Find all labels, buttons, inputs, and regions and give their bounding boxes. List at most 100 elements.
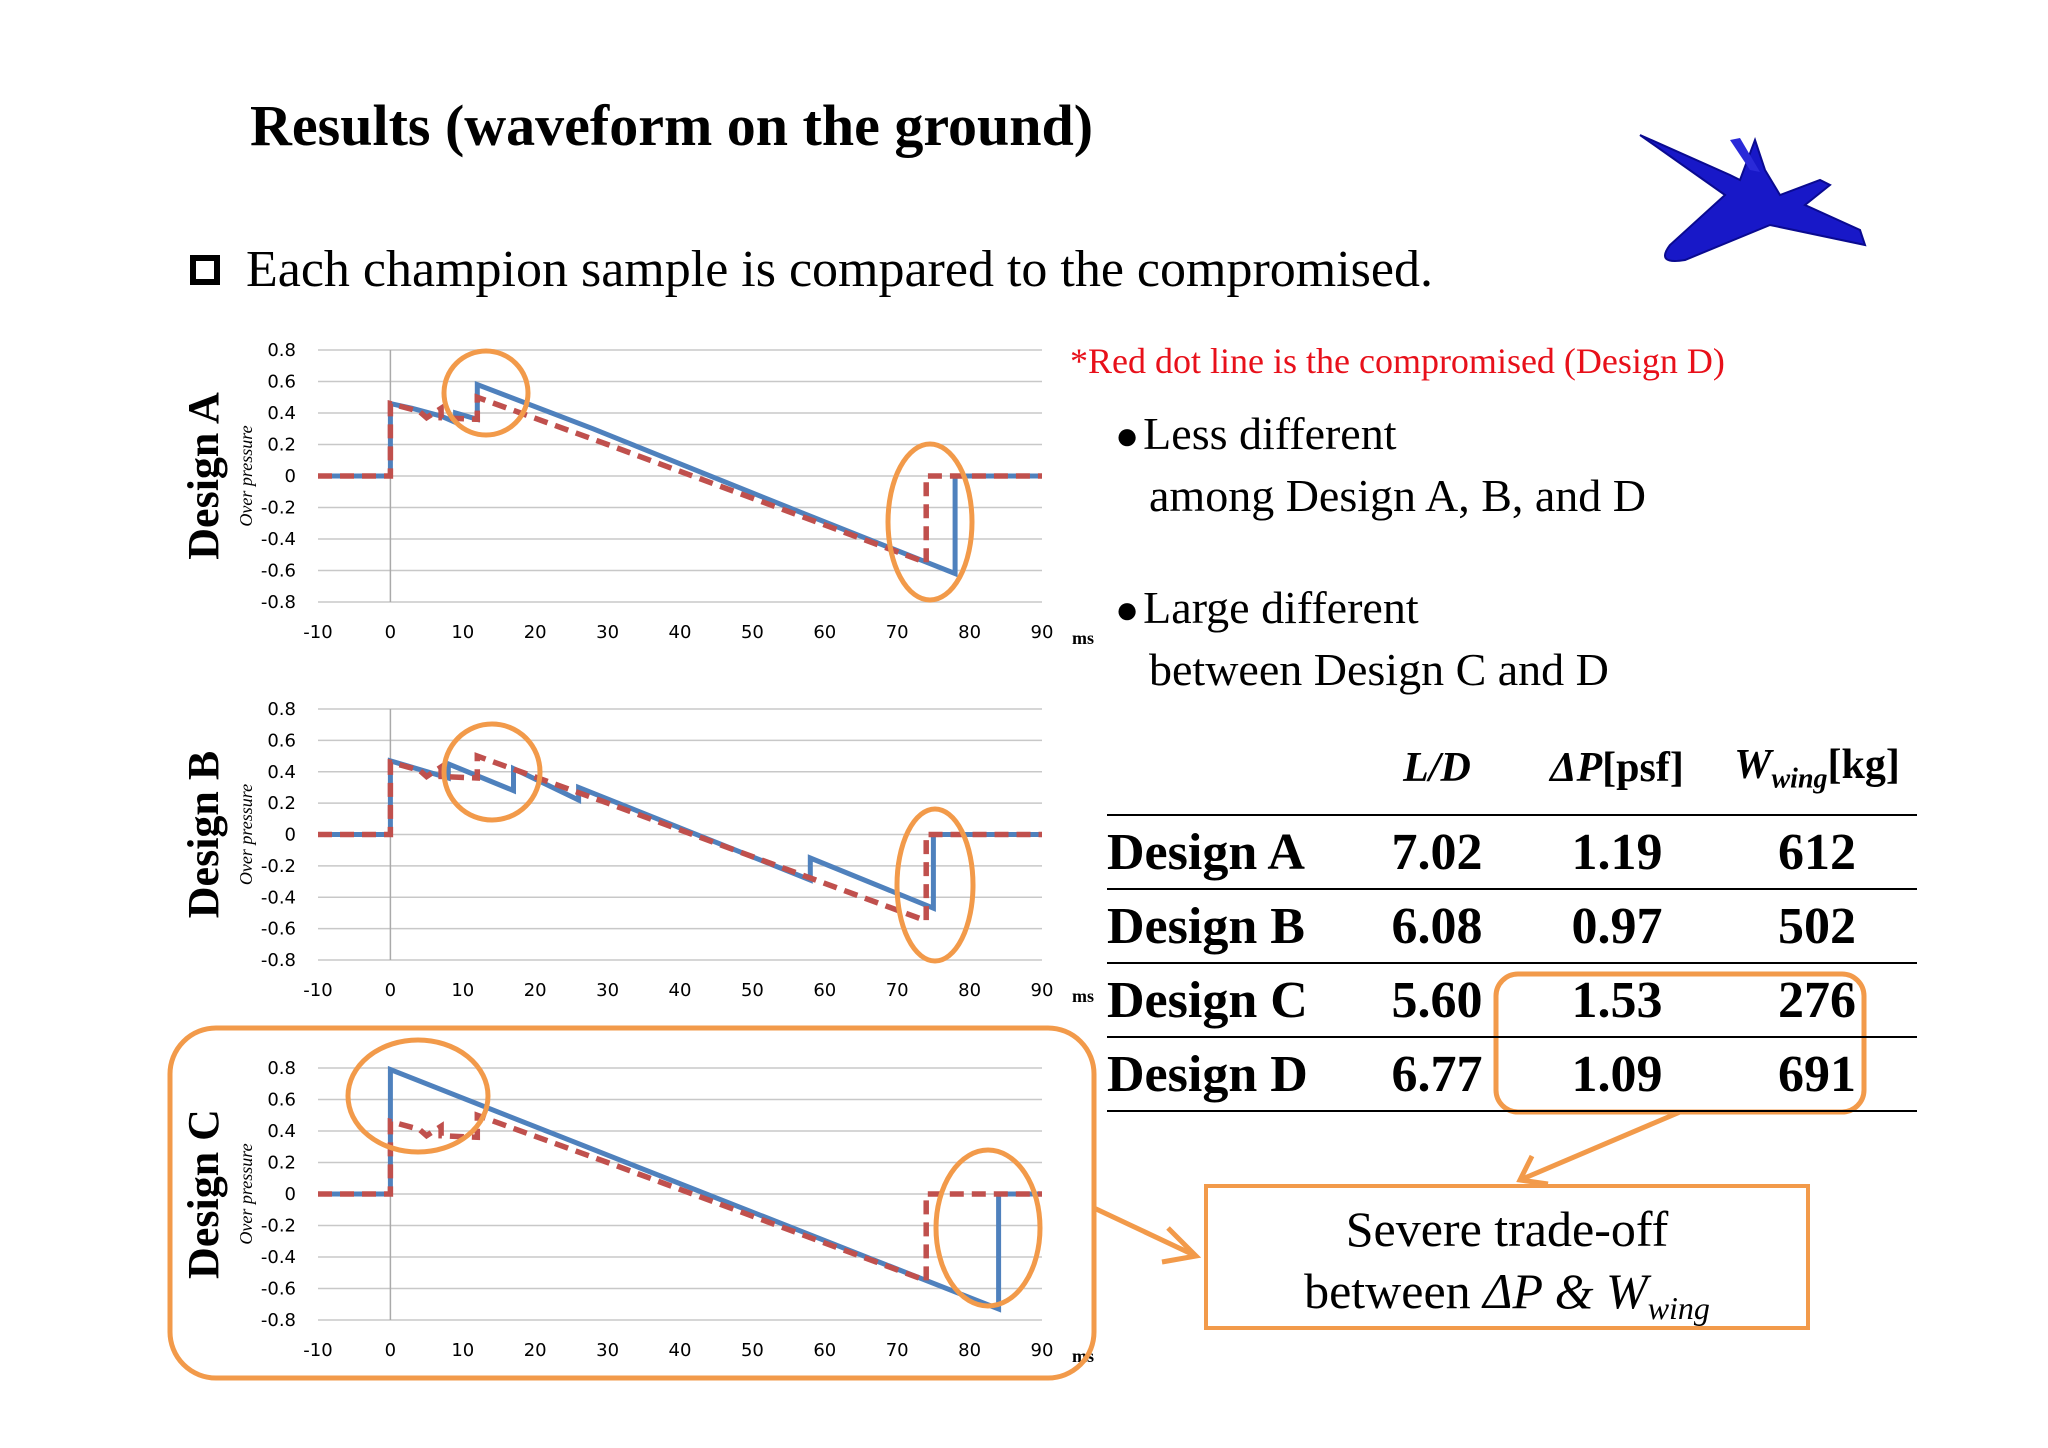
- header-w-unit: [kg]: [1827, 741, 1900, 788]
- x-tick-label: 80: [958, 1340, 981, 1361]
- design-c-arrow: [1092, 1205, 1198, 1259]
- x-tick-label: 50: [741, 622, 764, 643]
- row-dp: 1.53: [1517, 963, 1717, 1038]
- compromised-series-line: [318, 752, 1042, 925]
- design-c-arrowhead: [1161, 1226, 1202, 1265]
- callout-line1: Severe trade-off: [1345, 1201, 1669, 1257]
- header-ld: L/D: [1357, 722, 1517, 816]
- y-tick-label: 0.8: [267, 699, 296, 720]
- row-ld: 7.02: [1357, 815, 1517, 890]
- row-name: Design B: [1107, 889, 1357, 964]
- y-tick-label: 0.4: [267, 1121, 296, 1142]
- finding-2: ●Large different between Design C and D: [1115, 578, 1609, 700]
- y-axis-label: Over pressure: [236, 1143, 256, 1244]
- row-ld: 6.08: [1357, 889, 1517, 964]
- row-dp: 1.09: [1517, 1037, 1717, 1112]
- bullet-dot-icon: ●: [1115, 413, 1140, 458]
- slide-title: Results (waveform on the ground): [250, 93, 1094, 158]
- y-tick-label: -0.6: [261, 561, 296, 582]
- y-tick-label: -0.4: [261, 529, 296, 550]
- y-tick-label: -0.8: [261, 950, 296, 971]
- callout-dp: ΔP: [1483, 1263, 1543, 1319]
- highlight-a-peak: [441, 348, 531, 438]
- x-tick-label: -10: [303, 622, 332, 643]
- row-w: 502: [1717, 889, 1917, 964]
- champion-series-line: [318, 380, 1042, 578]
- header-dp-unit: [psf]: [1602, 745, 1684, 791]
- x-unit-label: ms: [1072, 628, 1094, 648]
- header-empty: [1107, 722, 1357, 816]
- x-tick-label: -10: [303, 980, 332, 1001]
- y-tick-label: 0: [285, 1184, 296, 1205]
- x-tick-label: 70: [886, 622, 909, 643]
- x-tick-label: 40: [669, 980, 692, 1001]
- row-w: 691: [1717, 1037, 1917, 1112]
- x-tick-label: -10: [303, 1340, 332, 1361]
- y-tick-label: -0.2: [261, 498, 296, 519]
- highlight-b-peak: [441, 721, 543, 823]
- y-tick-label: -0.8: [261, 1310, 296, 1331]
- x-tick-label: 70: [886, 980, 909, 1001]
- table-row: Design A 7.02 1.19 612: [1107, 815, 1917, 890]
- y-tick-label: 0.2: [267, 793, 296, 814]
- results-table: L/D ΔP[psf] Wwing[kg] Design A 7.02 1.19…: [1107, 722, 1917, 1112]
- x-tick-label: 30: [596, 980, 619, 1001]
- row-w: 612: [1717, 815, 1917, 890]
- aircraft-icon: [1639, 134, 1867, 262]
- y-tick-label: -0.6: [261, 1279, 296, 1300]
- highlight-a-tail: [885, 441, 975, 603]
- row-name: Design D: [1107, 1037, 1357, 1112]
- y-tick-label: -0.2: [261, 1216, 296, 1237]
- header-dp-symbol: ΔP: [1550, 745, 1603, 791]
- y-tick-label: -0.4: [261, 1247, 296, 1268]
- chart-1: 0.8 0.6 0.4 0.2 0 -0.2 -0.4 -0.6 -0.8 -10 0 10 20 30 4…: [179, 340, 1094, 648]
- checkbox-icon: [190, 254, 220, 285]
- chart-2: 0.8 0.6 0.4 0.2 0 -0.2 -0.4 -0.6 -0.8 -10 0 10 20 30 4…: [179, 699, 1094, 1006]
- row-dp: 1.19: [1517, 815, 1717, 890]
- highlight-b-tail: [894, 806, 976, 964]
- x-tick-label: 80: [958, 980, 981, 1001]
- x-tick-label: 0: [385, 980, 396, 1001]
- callout-line2: between ΔP & Wwing: [1208, 1260, 1806, 1339]
- y-tick-label: 0.4: [267, 762, 296, 783]
- x-tick-label: 50: [741, 980, 764, 1001]
- highlight-c-tail: [933, 1147, 1043, 1309]
- table-header-row: L/D ΔP[psf] Wwing[kg]: [1107, 722, 1917, 816]
- y-tick-label: 0.6: [267, 1090, 296, 1111]
- row-ld: 5.60: [1357, 963, 1517, 1038]
- row-name: Design C: [1107, 963, 1357, 1038]
- x-tick-label: 60: [813, 980, 836, 1001]
- table-row: Design D 6.77 1.09 691: [1107, 1037, 1917, 1112]
- x-tick-label: 10: [451, 1340, 474, 1361]
- row-ld: 6.77: [1357, 1037, 1517, 1112]
- x-tick-label: 30: [596, 1340, 619, 1361]
- finding-2-line1: Large different: [1143, 582, 1419, 633]
- x-tick-label: 80: [958, 622, 981, 643]
- chart-3: 0.8 0.6 0.4 0.2 0 -0.2 -0.4 -0.6 -0.8 -10 0 10 20 30 4…: [179, 1058, 1094, 1366]
- x-tick-label: 90: [1031, 980, 1054, 1001]
- y-tick-label: 0.4: [267, 403, 296, 424]
- callout-w: W: [1606, 1263, 1648, 1319]
- x-tick-label: 90: [1031, 1340, 1054, 1361]
- compromised-series-line: [318, 1111, 1042, 1285]
- y-tick-label: -0.4: [261, 887, 296, 908]
- x-tick-label: 0: [385, 622, 396, 643]
- legend-note: *Red dot line is the compromised (Design…: [1070, 341, 1725, 381]
- tradeoff-callout: Severe trade-off between ΔP & Wwing: [1204, 1184, 1810, 1330]
- x-tick-label: 10: [451, 980, 474, 1001]
- y-tick-label: 0.8: [267, 1058, 296, 1079]
- y-axis-label: Over pressure: [236, 425, 256, 526]
- finding-1-line2: among Design A, B, and D: [1149, 470, 1647, 521]
- finding-2-line2: between Design C and D: [1149, 644, 1609, 695]
- x-tick-label: 60: [813, 622, 836, 643]
- design-label: Design B: [179, 751, 228, 918]
- y-tick-label: 0.2: [267, 1153, 296, 1174]
- x-tick-label: 40: [669, 1340, 692, 1361]
- y-tick-label: -0.2: [261, 856, 296, 877]
- bullet-dot-icon: ●: [1115, 587, 1140, 632]
- x-tick-label: 50: [741, 1340, 764, 1361]
- y-tick-label: 0: [285, 825, 296, 846]
- y-tick-label: 0.8: [267, 340, 296, 361]
- row-dp: 0.97: [1517, 889, 1717, 964]
- intro-text: Each champion sample is compared to the …: [246, 241, 1433, 298]
